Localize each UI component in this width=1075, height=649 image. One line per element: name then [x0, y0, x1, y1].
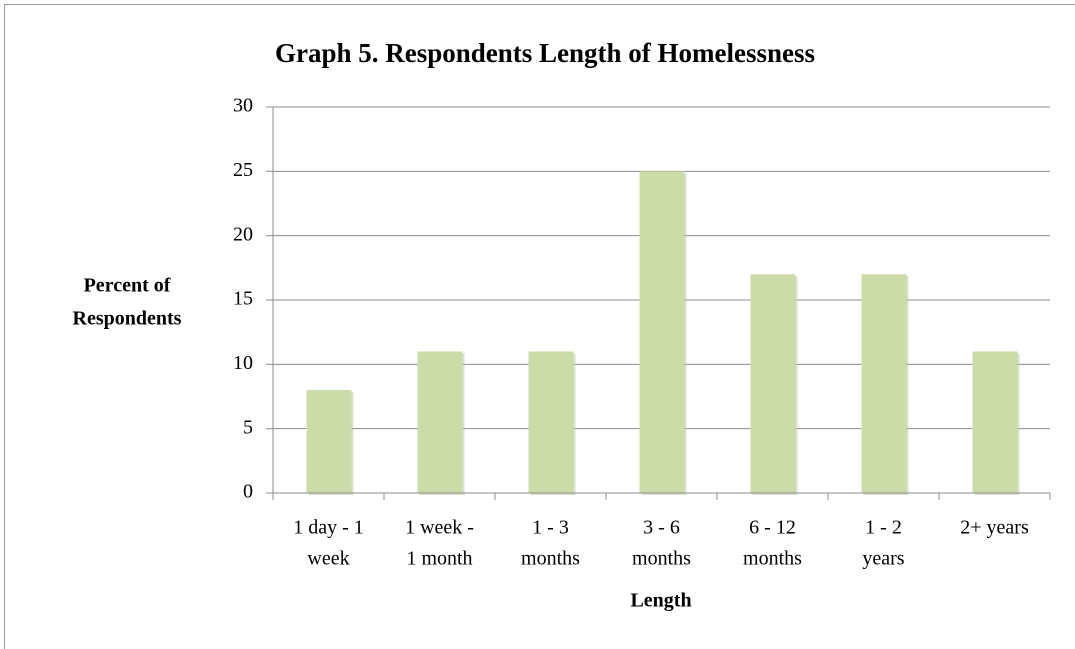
y-tick-label: 5 — [243, 416, 253, 438]
x-tick-label: months — [632, 548, 691, 570]
y-tick-label: 25 — [233, 159, 253, 181]
chart-title: Graph 5. Respondents Length of Homelessn… — [275, 38, 815, 68]
y-tick-label: 0 — [243, 481, 253, 503]
x-tick-label: months — [521, 548, 580, 570]
bar — [306, 390, 352, 493]
x-tick-label: 3 - 6 — [643, 517, 680, 539]
y-tick-label: 10 — [233, 352, 253, 374]
x-tick-label: years — [862, 548, 904, 570]
bar — [417, 351, 463, 493]
y-axis-title: Respondents — [73, 308, 182, 330]
x-axis-title: Length — [630, 590, 691, 612]
bar — [972, 351, 1018, 493]
y-axis-title: Percent of — [84, 275, 171, 297]
x-tick-label: week — [307, 548, 349, 570]
x-tick-label: 1 - 2 — [865, 517, 902, 539]
x-tick-label: 2+ years — [960, 517, 1029, 539]
bar — [750, 274, 796, 493]
y-tick-label: 20 — [233, 223, 253, 245]
y-tick-label: 30 — [233, 95, 253, 117]
chart-border — [4, 4, 1075, 649]
x-tick-label: 6 - 12 — [749, 517, 796, 539]
x-tick-label: 1 - 3 — [532, 517, 569, 539]
x-tick-label: months — [743, 548, 802, 570]
bar — [528, 351, 574, 493]
y-tick-label: 15 — [233, 288, 253, 310]
x-tick-label: 1 week - — [405, 517, 474, 539]
bar — [861, 274, 907, 493]
x-tick-label: 1 day - 1 — [293, 517, 364, 539]
x-tick-label: 1 month — [406, 548, 472, 570]
bar — [639, 171, 685, 494]
